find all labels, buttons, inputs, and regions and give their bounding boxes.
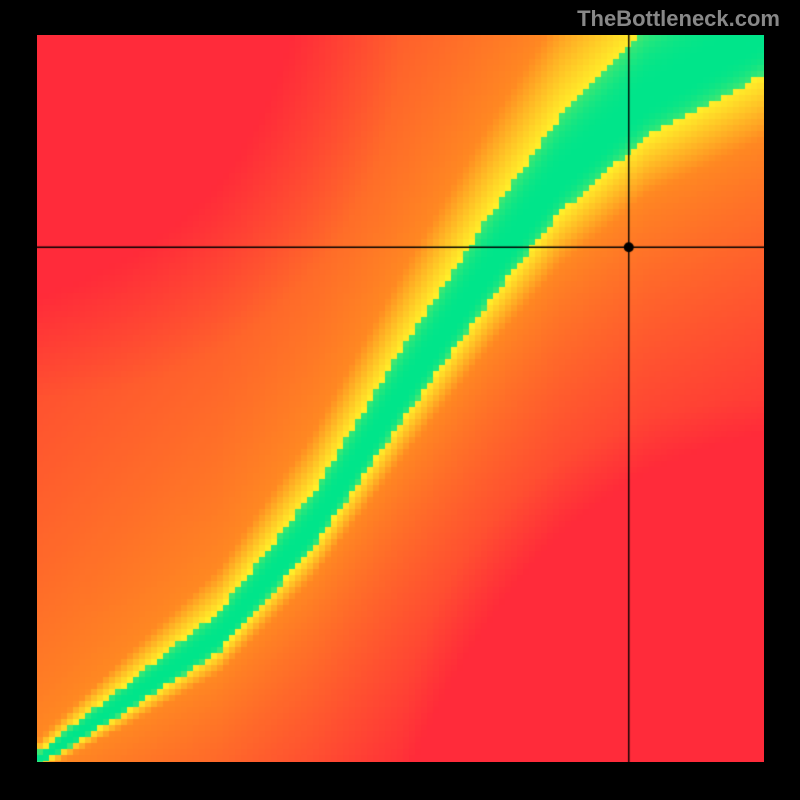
heatmap-plot	[37, 35, 764, 762]
heatmap-canvas	[37, 35, 764, 762]
watermark-label: TheBottleneck.com	[577, 6, 780, 32]
chart-container: TheBottleneck.com	[0, 0, 800, 800]
